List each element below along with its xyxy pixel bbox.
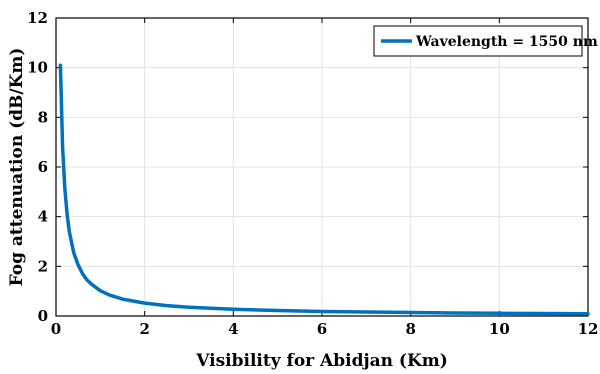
- x-tick-label: 6: [317, 320, 327, 338]
- y-tick-label: 6: [38, 158, 48, 176]
- y-tick-label: 4: [38, 208, 48, 226]
- legend-label: Wavelength = 1550 nm: [415, 34, 598, 50]
- series-group: [58, 63, 590, 316]
- series-line: [58, 63, 590, 316]
- y-tick-label: 2: [38, 257, 48, 275]
- x-axis-label: Visibility for Abidjan (Km): [195, 351, 448, 371]
- x-tick-label: 10: [489, 320, 510, 338]
- y-tick-label: 10: [27, 59, 48, 77]
- y-tick-label: 12: [27, 9, 48, 27]
- x-tick-label: 0: [51, 320, 61, 338]
- x-tick-label: 12: [578, 320, 599, 338]
- y-axis-label: Fog attenuation (dB/Km): [7, 48, 27, 287]
- x-tick-label: 2: [139, 320, 149, 338]
- y-tick-labels: 0 2 4 6 8 10 12: [27, 9, 48, 325]
- y-tick-label: 8: [38, 108, 48, 126]
- x-tick-labels: 0 2 4 6 8 10 12: [51, 320, 599, 338]
- x-tick-label: 8: [405, 320, 415, 338]
- y-tick-label: 0: [38, 307, 48, 325]
- x-tick-label: 4: [228, 320, 238, 338]
- legend: Wavelength = 1550 nm: [373, 25, 598, 57]
